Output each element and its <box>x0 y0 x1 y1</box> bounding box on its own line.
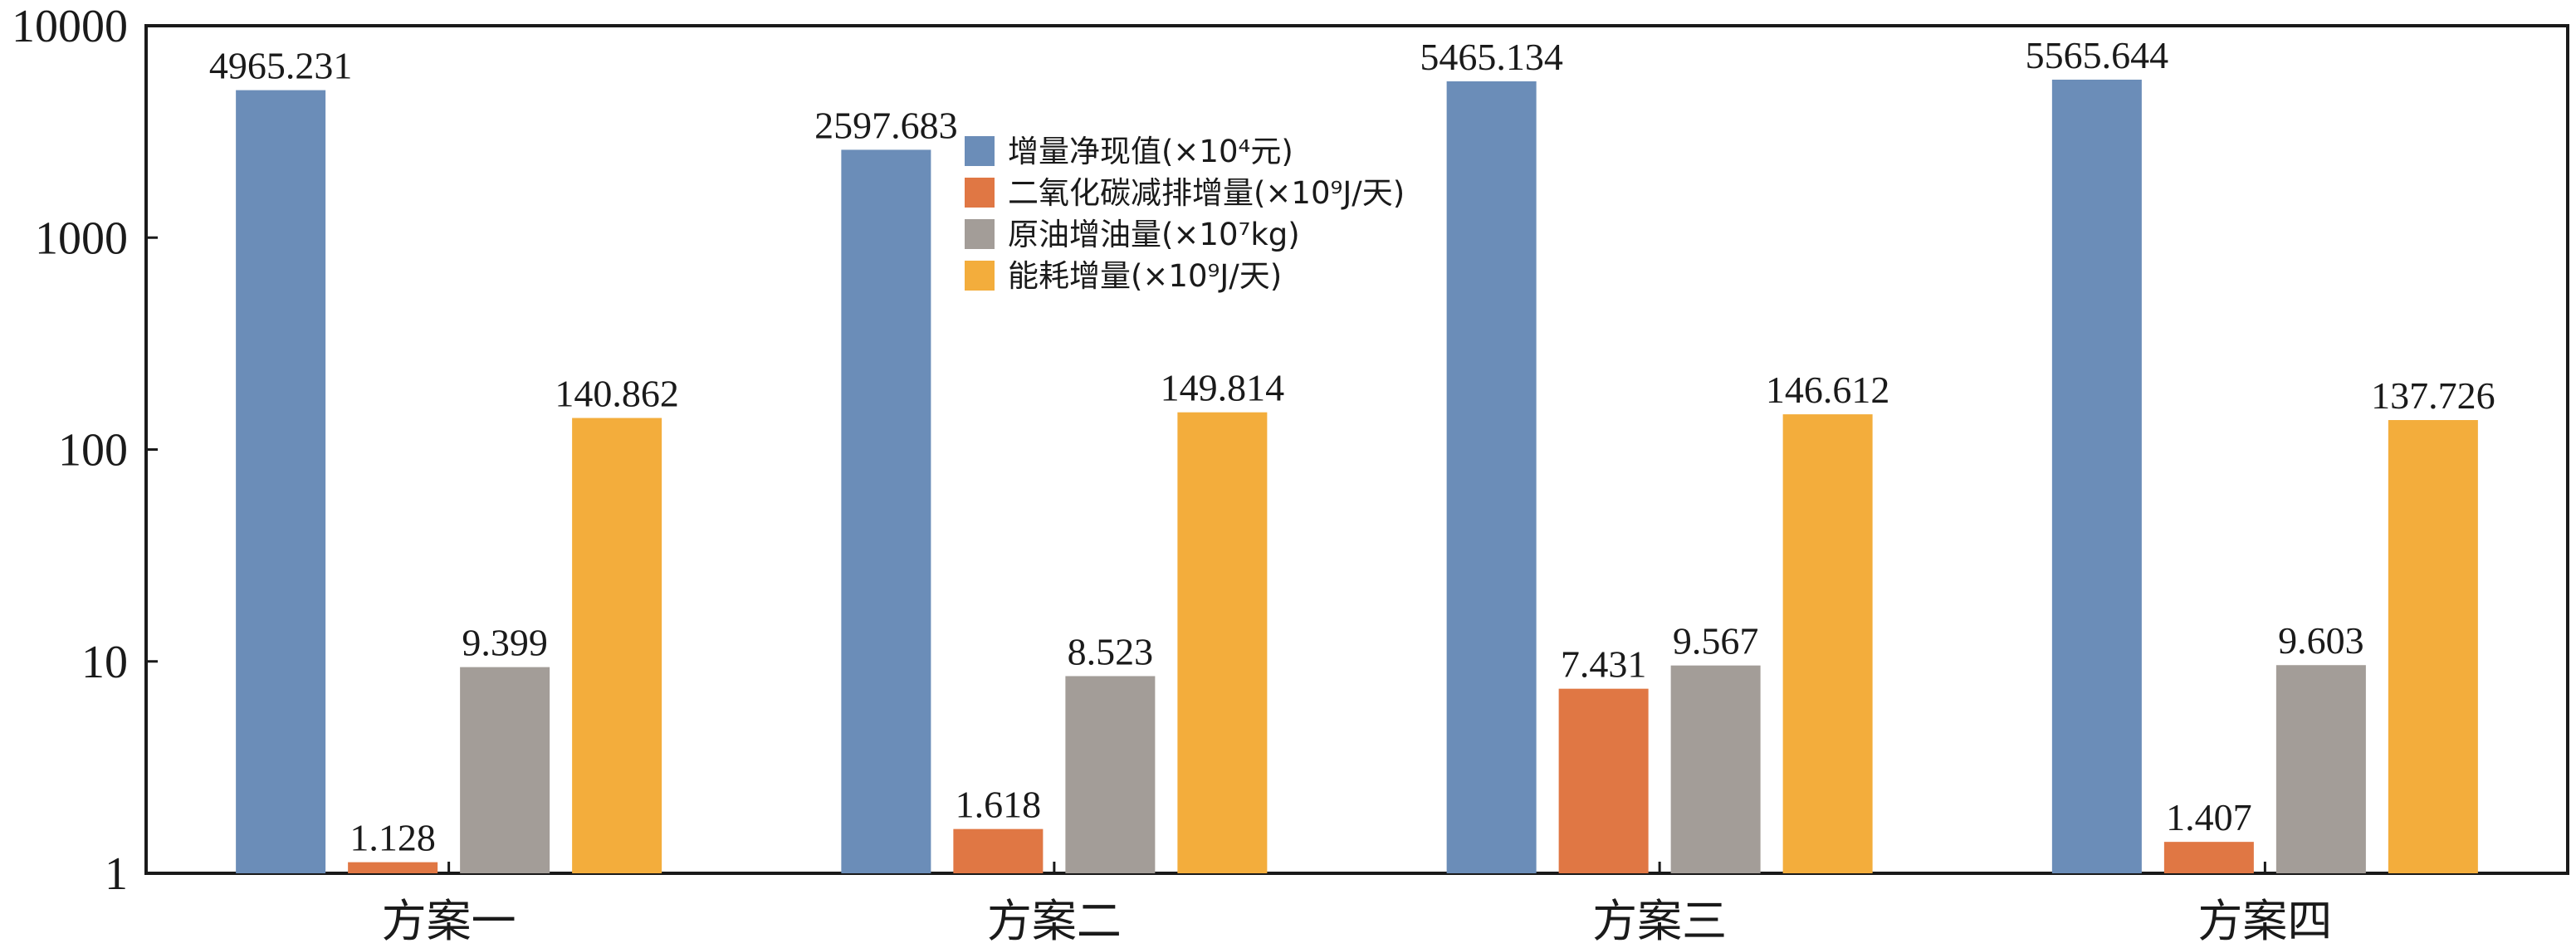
y-tick-label: 10 <box>81 637 128 688</box>
y-tick-label: 1000 <box>35 213 128 264</box>
y-tick-label: 10000 <box>12 1 128 52</box>
data-label: 1.128 <box>349 817 436 859</box>
data-label: 149.814 <box>1161 367 1285 409</box>
bar <box>1558 688 1649 873</box>
legend-label: 二氧化碳减排增量(×10⁹J/天) <box>1008 175 1405 211</box>
legend-swatch <box>965 178 995 208</box>
bar <box>348 862 438 873</box>
x-tick-label: 方案二 <box>987 895 1122 947</box>
bar <box>1065 676 1156 873</box>
bar <box>572 418 662 873</box>
bar <box>1446 81 1537 873</box>
x-tick-label: 方案三 <box>1592 895 1727 947</box>
data-label: 140.862 <box>555 373 679 415</box>
bar <box>953 828 1044 873</box>
data-labels: 4965.231 1.128 9.399 140.862 2597.683 1.618 8.… <box>209 34 2495 859</box>
x-tick-label: 方案一 <box>382 895 516 947</box>
legend-swatch <box>965 261 995 291</box>
data-label: 9.399 <box>462 622 548 664</box>
data-label: 5465.134 <box>1420 36 1563 78</box>
data-label: 8.523 <box>1068 630 1154 672</box>
y-axis: 1 10 100 1000 10000 <box>12 1 158 900</box>
y-tick-label: 100 <box>58 425 128 476</box>
bar <box>841 149 931 873</box>
legend-label: 能耗增量(×10⁹J/天) <box>1008 258 1282 294</box>
legend-swatch <box>965 136 995 166</box>
bar <box>1782 414 1873 874</box>
data-label: 9.567 <box>1673 620 1759 662</box>
legend: 增量净现值(×10⁴元) 二氧化碳减排增量(×10⁹J/天) 原油增油量(×10⁷k… <box>965 134 1405 294</box>
data-label: 7.431 <box>1561 643 1647 686</box>
data-label: 137.726 <box>2371 374 2495 417</box>
y-tick-label: 1 <box>105 848 128 900</box>
data-label: 9.603 <box>2278 619 2364 662</box>
legend-label: 增量净现值(×10⁴元) <box>1008 134 1293 169</box>
bar <box>2275 665 2366 873</box>
x-tick-label: 方案四 <box>2197 895 2332 947</box>
bar <box>460 667 550 873</box>
bar <box>2051 79 2142 873</box>
data-label: 4965.231 <box>209 45 353 87</box>
bar <box>236 90 326 873</box>
data-label: 1.618 <box>956 784 1042 826</box>
legend-label: 原油增油量(×10⁷kg) <box>1008 217 1300 252</box>
bars <box>236 79 2478 874</box>
data-label: 5565.644 <box>2026 34 2169 76</box>
data-label: 2597.683 <box>814 104 958 146</box>
bar <box>2163 842 2254 873</box>
bar <box>2388 420 2478 873</box>
x-axis: 方案一 方案二 方案三 方案四 <box>382 862 2332 947</box>
legend-swatch <box>965 219 995 249</box>
bar <box>1670 665 1761 873</box>
data-label: 1.407 <box>2166 796 2252 838</box>
data-label: 146.612 <box>1766 369 1890 411</box>
bar <box>1177 412 1268 873</box>
